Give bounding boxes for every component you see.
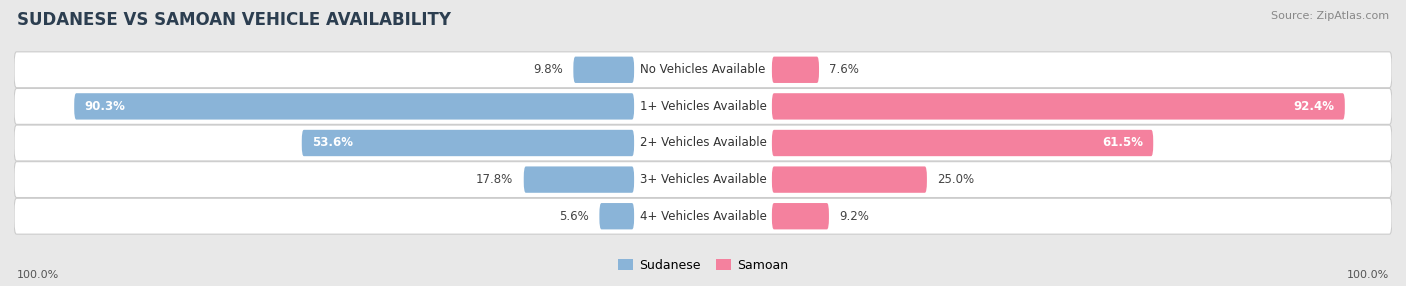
FancyBboxPatch shape xyxy=(14,162,1392,198)
Text: 53.6%: 53.6% xyxy=(312,136,353,150)
Text: 3+ Vehicles Available: 3+ Vehicles Available xyxy=(640,173,766,186)
Legend: Sudanese, Samoan: Sudanese, Samoan xyxy=(613,254,793,277)
Text: 25.0%: 25.0% xyxy=(938,173,974,186)
FancyBboxPatch shape xyxy=(574,57,634,83)
Text: Source: ZipAtlas.com: Source: ZipAtlas.com xyxy=(1271,11,1389,21)
Text: SUDANESE VS SAMOAN VEHICLE AVAILABILITY: SUDANESE VS SAMOAN VEHICLE AVAILABILITY xyxy=(17,11,451,29)
Text: 100.0%: 100.0% xyxy=(1347,270,1389,280)
Text: 4+ Vehicles Available: 4+ Vehicles Available xyxy=(640,210,766,223)
Text: 100.0%: 100.0% xyxy=(17,270,59,280)
FancyBboxPatch shape xyxy=(524,166,634,193)
FancyBboxPatch shape xyxy=(772,93,1344,120)
FancyBboxPatch shape xyxy=(772,130,1153,156)
Text: 5.6%: 5.6% xyxy=(560,210,589,223)
Text: 2+ Vehicles Available: 2+ Vehicles Available xyxy=(640,136,766,150)
FancyBboxPatch shape xyxy=(772,57,820,83)
Text: 9.8%: 9.8% xyxy=(533,63,562,76)
FancyBboxPatch shape xyxy=(14,125,1392,161)
Text: 90.3%: 90.3% xyxy=(84,100,125,113)
FancyBboxPatch shape xyxy=(772,203,830,229)
FancyBboxPatch shape xyxy=(302,130,634,156)
FancyBboxPatch shape xyxy=(599,203,634,229)
Text: 7.6%: 7.6% xyxy=(830,63,859,76)
Text: No Vehicles Available: No Vehicles Available xyxy=(640,63,766,76)
FancyBboxPatch shape xyxy=(14,52,1392,88)
Text: 1+ Vehicles Available: 1+ Vehicles Available xyxy=(640,100,766,113)
FancyBboxPatch shape xyxy=(14,198,1392,234)
FancyBboxPatch shape xyxy=(75,93,634,120)
FancyBboxPatch shape xyxy=(14,88,1392,124)
FancyBboxPatch shape xyxy=(772,166,927,193)
Text: 61.5%: 61.5% xyxy=(1102,136,1143,150)
Text: 92.4%: 92.4% xyxy=(1294,100,1334,113)
Text: 9.2%: 9.2% xyxy=(839,210,869,223)
Text: 17.8%: 17.8% xyxy=(477,173,513,186)
